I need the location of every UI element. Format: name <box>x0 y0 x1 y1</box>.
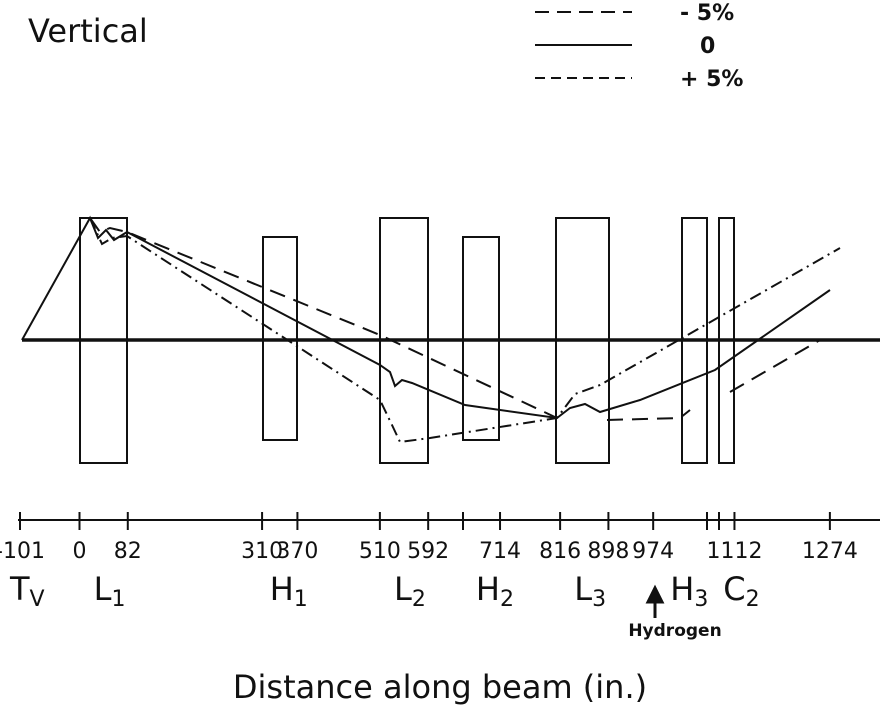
element-name: C <box>723 570 745 608</box>
tick-label: -101 <box>0 539 45 564</box>
element-sub: 2 <box>412 587 426 612</box>
element-name: T <box>9 570 30 608</box>
element-label: H3 <box>670 570 708 612</box>
element-name: L <box>94 570 112 608</box>
annotation: Hydrogen <box>628 621 721 641</box>
element-sub: 2 <box>500 587 514 612</box>
element-name: H <box>670 570 694 608</box>
tick-label: 592 <box>407 539 449 564</box>
element-name: H <box>476 570 500 608</box>
element-name: L <box>574 570 592 608</box>
axis-label: Distance along beam (in.) <box>233 668 647 706</box>
element-label: L1 <box>94 570 126 612</box>
tick-label: 82 <box>114 539 142 564</box>
tick-label: 310 <box>241 539 283 564</box>
legend-label: + 5% <box>680 67 743 92</box>
tick-label: 974 <box>632 539 674 564</box>
tick-label: 1274 <box>802 539 858 564</box>
element-label: TV <box>9 570 45 612</box>
tick-label: 510 <box>359 539 401 564</box>
title: Vertical <box>28 12 148 50</box>
tick-label: 1112 <box>706 539 762 564</box>
trace-minus <box>89 217 558 419</box>
arrow <box>645 584 665 618</box>
element-name: L <box>394 570 412 608</box>
trace-minus <box>606 409 691 421</box>
element-label: L2 <box>394 570 426 612</box>
legend-label: - 5% <box>680 1 734 26</box>
tick-label: 370 <box>276 539 318 564</box>
element-sub: 1 <box>111 587 125 612</box>
tick-label: 816 <box>539 539 581 564</box>
element-label: H1 <box>270 570 308 612</box>
legend: - 5% 0 + 5% <box>535 1 743 92</box>
element-label: L3 <box>574 570 606 612</box>
tick-label: 898 <box>587 539 629 564</box>
element-name: H <box>270 570 294 608</box>
tick-label: 714 <box>479 539 521 564</box>
element-sub: 1 <box>294 587 308 612</box>
trace-zero <box>21 215 831 420</box>
element-label: C2 <box>723 570 759 612</box>
legend-label: 0 <box>700 34 715 59</box>
trace-minus <box>729 339 821 393</box>
trace-plus <box>89 217 841 444</box>
element-sub: 3 <box>694 587 708 612</box>
element-sub: 2 <box>746 587 760 612</box>
tick-label: 0 <box>72 539 86 564</box>
element-label: H2 <box>476 570 514 612</box>
element-labels: TV L1 H1 L2 H2 L3 H3 C2 <box>9 570 760 612</box>
element-sub: V <box>30 587 45 612</box>
element-sub: 3 <box>592 587 606 612</box>
